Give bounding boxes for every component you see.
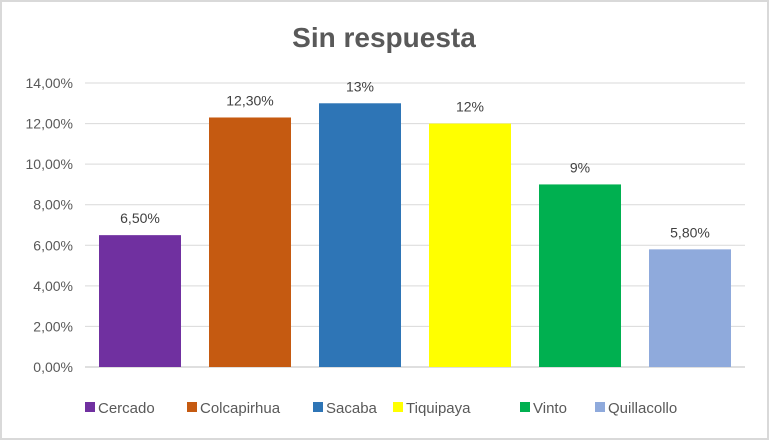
- data-label: 9%: [570, 159, 590, 175]
- legend-label: Quillacollo: [608, 400, 677, 417]
- legend-label: Vinto: [533, 400, 567, 417]
- legend-label: Sacaba: [326, 400, 378, 417]
- y-tick-label: 2,00%: [33, 318, 73, 334]
- data-label: 6,50%: [120, 210, 160, 226]
- bar-quillacollo: [649, 249, 731, 367]
- legend-label: Cercado: [98, 400, 155, 417]
- y-tick-label: 12,00%: [26, 116, 73, 132]
- legend-swatch: [393, 402, 403, 412]
- y-tick-label: 0,00%: [33, 359, 73, 375]
- legend-swatch: [313, 402, 323, 412]
- data-label: 12,30%: [226, 92, 273, 108]
- data-label: 5,80%: [670, 224, 710, 240]
- bar-tiquipaya: [429, 123, 511, 367]
- chart-title: Sin respuesta: [292, 22, 476, 53]
- bar-cercado: [99, 235, 181, 367]
- y-tick-label: 4,00%: [33, 278, 73, 294]
- legend-swatch: [595, 402, 605, 412]
- data-label: 12%: [456, 99, 484, 115]
- legend-swatch: [520, 402, 530, 412]
- bar-colcapirhua: [209, 117, 291, 367]
- data-label: 13%: [346, 78, 374, 94]
- y-tick-label: 10,00%: [26, 156, 73, 172]
- y-tick-label: 6,00%: [33, 237, 73, 253]
- legend-swatch: [85, 402, 95, 412]
- legend-label: Colcapirhua: [200, 400, 281, 417]
- legend-label: Tiquipaya: [406, 400, 471, 417]
- y-tick-label: 8,00%: [33, 197, 73, 213]
- y-tick-label: 14,00%: [26, 75, 73, 91]
- legend-swatch: [187, 402, 197, 412]
- bar-vinto: [539, 184, 621, 367]
- bar-sacaba: [319, 103, 401, 368]
